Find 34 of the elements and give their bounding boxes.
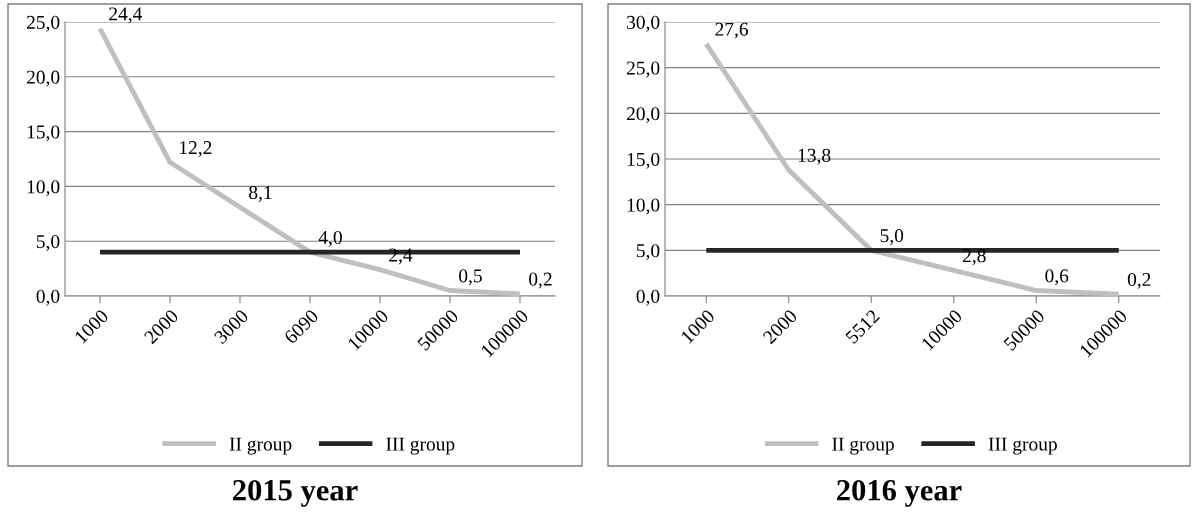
legend-label: III group [386, 437, 455, 455]
data-label: 0,6 [1045, 269, 1069, 286]
y-tick-label: 0,0 [636, 289, 660, 306]
data-label: 27,6 [715, 22, 749, 39]
data-label: 8,1 [249, 185, 272, 202]
line-series [97, 26, 523, 296]
y-tick-label: 5,0 [636, 244, 660, 261]
y-tick-label: 0,0 [36, 289, 60, 306]
y-tick-label: 20,0 [626, 107, 660, 124]
y-tick-label: 10,0 [27, 180, 60, 197]
data-label: 0,2 [529, 272, 552, 289]
data-label: 0,2 [1127, 272, 1151, 289]
data-label: 2,8 [962, 249, 986, 266]
data-label: 4,0 [318, 230, 342, 247]
data-label: 24,4 [109, 7, 143, 24]
y-tick-label: 25,0 [626, 61, 660, 78]
text: 2015 year [233, 479, 358, 507]
y-tick-label: 25,0 [26, 15, 60, 32]
data-label: 0,5 [459, 269, 482, 286]
y-tick-label: 20,0 [26, 70, 60, 87]
text: 2016 year [837, 479, 962, 507]
line-series [703, 41, 1122, 296]
y-tick-label: 30,0 [627, 15, 660, 32]
y-tick-label: 15,0 [627, 152, 660, 169]
y-tick-label: 10,0 [627, 198, 660, 215]
y-tick-label: 15,0 [27, 125, 60, 142]
legend-label: II group [832, 437, 894, 455]
data-label: 12,2 [180, 141, 212, 157]
y-tick-label: 5,0 [36, 235, 60, 251]
legend-label: III group [988, 437, 1057, 455]
data-label: 13,8 [798, 148, 831, 165]
legend-label: II group [229, 437, 292, 455]
data-label: 5,0 [880, 229, 904, 246]
x-tick-label: 6090 [283, 308, 320, 345]
